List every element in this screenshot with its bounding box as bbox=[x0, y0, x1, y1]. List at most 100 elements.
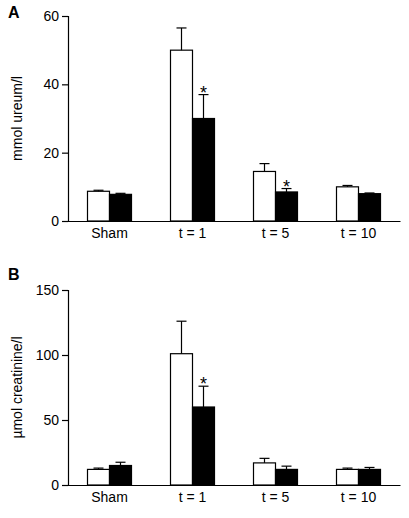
error-bar bbox=[260, 458, 270, 463]
x-axis-line bbox=[69, 221, 401, 222]
error-bar bbox=[116, 193, 126, 194]
y-tick-mark bbox=[62, 221, 68, 222]
error-cap bbox=[282, 466, 292, 467]
y-tick: 60 bbox=[43, 8, 68, 24]
error-bar bbox=[365, 467, 375, 469]
panel: Bµmol creatinine/l * 0 50 100 150 Sham t = 1 t =… bbox=[8, 266, 401, 505]
bar bbox=[193, 407, 215, 485]
bar bbox=[110, 194, 132, 221]
x-tick: t = 10 bbox=[341, 225, 377, 241]
x-tick-label: t = 5 bbox=[262, 489, 290, 505]
y-tick-label: 0 bbox=[51, 213, 59, 229]
figure: Ammol ureum/l * * 0 20 40 60 Sham t = 1 t = 5 t = … bbox=[0, 0, 409, 518]
error-cap bbox=[116, 193, 126, 194]
error-cap bbox=[177, 321, 187, 322]
error-bar bbox=[94, 190, 104, 191]
y-tick-label: 150 bbox=[36, 282, 60, 298]
y-tick-label: 60 bbox=[43, 8, 59, 24]
y-tick-mark bbox=[62, 84, 68, 85]
y-tick: 0 bbox=[51, 477, 68, 493]
panel-label: A bbox=[8, 4, 20, 21]
bar bbox=[171, 354, 193, 485]
bar bbox=[254, 463, 276, 485]
x-tick: Sham bbox=[91, 225, 128, 241]
y-tick-label: 100 bbox=[36, 347, 60, 363]
annotation: * bbox=[200, 83, 207, 103]
y-tick-label: 40 bbox=[43, 76, 59, 92]
x-tick-label: t = 1 bbox=[179, 225, 207, 241]
panel-label: B bbox=[8, 266, 20, 283]
y-tick-label: 50 bbox=[43, 412, 59, 428]
error-cap bbox=[365, 192, 375, 193]
error-cap bbox=[260, 163, 270, 164]
bar bbox=[110, 466, 132, 486]
x-tick-label: t = 10 bbox=[341, 489, 377, 505]
x-tick: t = 10 bbox=[341, 489, 377, 505]
y-axis: 0 50 100 150 bbox=[36, 282, 69, 493]
y-tick: 100 bbox=[36, 347, 68, 363]
x-tick: t = 1 bbox=[179, 225, 207, 241]
bar bbox=[359, 194, 381, 221]
y-tick: 0 bbox=[51, 213, 68, 229]
x-axis: Sham t = 1 t = 5 t = 10 bbox=[69, 486, 401, 506]
y-axis-line bbox=[62, 291, 69, 486]
bar bbox=[337, 469, 359, 485]
bar bbox=[88, 469, 110, 485]
error-line bbox=[181, 28, 182, 50]
x-tick: t = 5 bbox=[262, 489, 290, 505]
y-tick-mark bbox=[62, 420, 68, 421]
error-bar bbox=[343, 185, 353, 186]
error-cap bbox=[343, 185, 353, 186]
x-tick: t = 5 bbox=[262, 225, 290, 241]
y-tick-mark bbox=[62, 16, 68, 17]
error-bar bbox=[365, 192, 375, 194]
x-axis: Sham t = 1 t = 5 t = 10 bbox=[69, 222, 401, 242]
annotation: * bbox=[200, 374, 207, 394]
y-tick: 50 bbox=[43, 412, 68, 428]
annotation: * bbox=[283, 177, 290, 197]
x-tick-label: t = 10 bbox=[341, 225, 377, 241]
error-line bbox=[181, 321, 182, 354]
error-bar bbox=[260, 164, 270, 172]
bar bbox=[254, 171, 276, 221]
x-tick-label: Sham bbox=[91, 225, 128, 241]
bar bbox=[88, 191, 110, 221]
x-tick-label: t = 5 bbox=[262, 225, 290, 241]
bar bbox=[337, 187, 359, 221]
y-tick: 40 bbox=[43, 76, 68, 92]
y-axis-line bbox=[62, 17, 69, 222]
y-tick-label: 0 bbox=[51, 477, 59, 493]
error-cap bbox=[94, 468, 104, 469]
error-bar bbox=[177, 28, 187, 50]
error-bar bbox=[94, 468, 104, 469]
error-cap bbox=[343, 468, 353, 469]
y-tick-mark bbox=[62, 153, 68, 154]
bar bbox=[193, 119, 215, 222]
bar bbox=[276, 469, 298, 485]
error-line bbox=[264, 164, 265, 172]
plot-area bbox=[88, 321, 381, 485]
x-tick-label: t = 1 bbox=[179, 489, 207, 505]
error-bar bbox=[282, 466, 292, 469]
y-tick-label: 20 bbox=[43, 145, 59, 161]
y-axis-title: µmol creatinine/l bbox=[9, 336, 25, 438]
bar bbox=[171, 50, 193, 221]
plot-area bbox=[88, 28, 381, 221]
x-axis-line bbox=[69, 485, 401, 486]
x-tick-label: Sham bbox=[91, 489, 128, 505]
x-tick: t = 1 bbox=[179, 489, 207, 505]
y-tick-mark bbox=[62, 485, 68, 486]
panel: Ammol ureum/l * * 0 20 40 60 Sham t = 1 t = 5 t = … bbox=[8, 4, 401, 241]
error-cap bbox=[260, 458, 270, 459]
y-axis: 0 20 40 60 bbox=[43, 8, 68, 229]
error-bar bbox=[343, 468, 353, 469]
error-cap bbox=[177, 27, 187, 28]
x-tick: Sham bbox=[91, 489, 128, 505]
error-bar bbox=[116, 462, 126, 465]
error-cap bbox=[365, 467, 375, 468]
error-cap bbox=[116, 462, 126, 463]
y-axis-title: mmol ureum/l bbox=[9, 76, 25, 161]
error-line bbox=[264, 458, 265, 463]
y-tick: 20 bbox=[43, 145, 68, 161]
y-tick: 150 bbox=[36, 282, 68, 298]
